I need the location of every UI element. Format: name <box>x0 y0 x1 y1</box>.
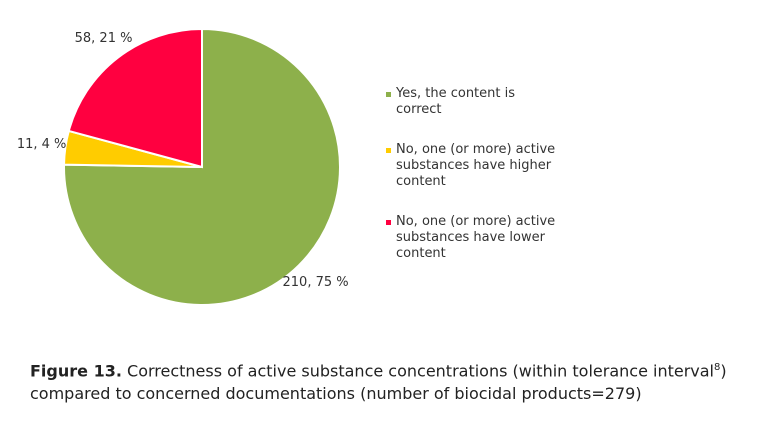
chart: 210, 75 % 11, 4 % 58, 21 % <box>17 27 349 306</box>
caption-label: Figure 13. <box>30 361 122 381</box>
pie-slice <box>67 27 203 169</box>
legend-swatch <box>386 92 391 97</box>
caption-text: Correctness of active substance concentr… <box>127 361 714 381</box>
legend-swatch <box>386 220 391 225</box>
footnote-mark: 8 <box>714 362 721 373</box>
legend-item: Yes, the content is correct <box>386 86 561 118</box>
legend-swatch <box>386 148 391 153</box>
data-label: 58, 21 % <box>75 31 133 46</box>
legend-label: No, one (or more) active substances have… <box>396 142 556 189</box>
caption: Figure 13. Correctness of active substan… <box>30 356 780 405</box>
legend: Yes, the content is correct No, one (or m… <box>386 86 561 286</box>
caption-text-end: ) compared to concerned documentations (… <box>30 361 727 404</box>
data-label: 11, 4 % <box>17 137 67 152</box>
legend-item: No, one (or more) active substances have… <box>386 142 561 190</box>
data-label: 210, 75 % <box>283 275 349 290</box>
pie-slice <box>63 27 341 306</box>
legend-label: No, one (or more) active substances have… <box>396 214 556 261</box>
legend-label: Yes, the content is correct <box>396 86 516 117</box>
legend-item: No, one (or more) active substances have… <box>386 214 561 262</box>
